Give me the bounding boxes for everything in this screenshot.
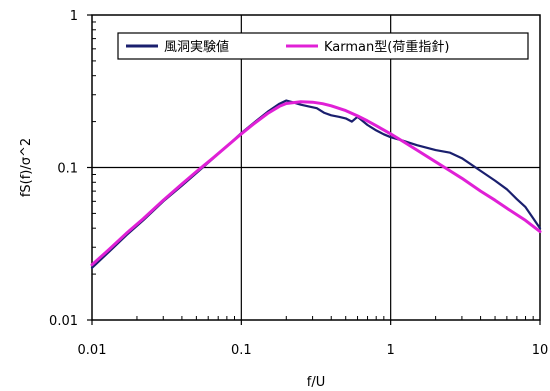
x-tick-label: 0.01 (78, 343, 107, 358)
legend: 風洞実験値 Karman型(荷重指針) (117, 32, 529, 60)
x-tick-label: 10 (532, 343, 549, 358)
y-axis-ticks: 0.01 0.1 1 (49, 9, 96, 329)
y-tick-label: 0.01 (49, 314, 78, 329)
legend-label-wind-tunnel: 風洞実験値 (164, 39, 229, 55)
legend-box (117, 32, 529, 60)
x-tick-label: 1 (387, 343, 395, 358)
y-tick-label: 0.1 (57, 162, 78, 177)
series-line-karman (90, 100, 542, 267)
series-layer (90, 99, 542, 269)
grid-lines (92, 15, 540, 320)
y-tick-label: 1 (70, 9, 78, 24)
y-axis-label: fS(f)/σ^2 (19, 138, 34, 197)
x-axis-ticks: 0.01 0.1 1 10 (78, 316, 549, 358)
legend-label-karman: Karman型(荷重指針) (324, 39, 449, 55)
x-axis-label: f/U (307, 375, 325, 390)
x-tick-label: 0.1 (231, 343, 252, 358)
